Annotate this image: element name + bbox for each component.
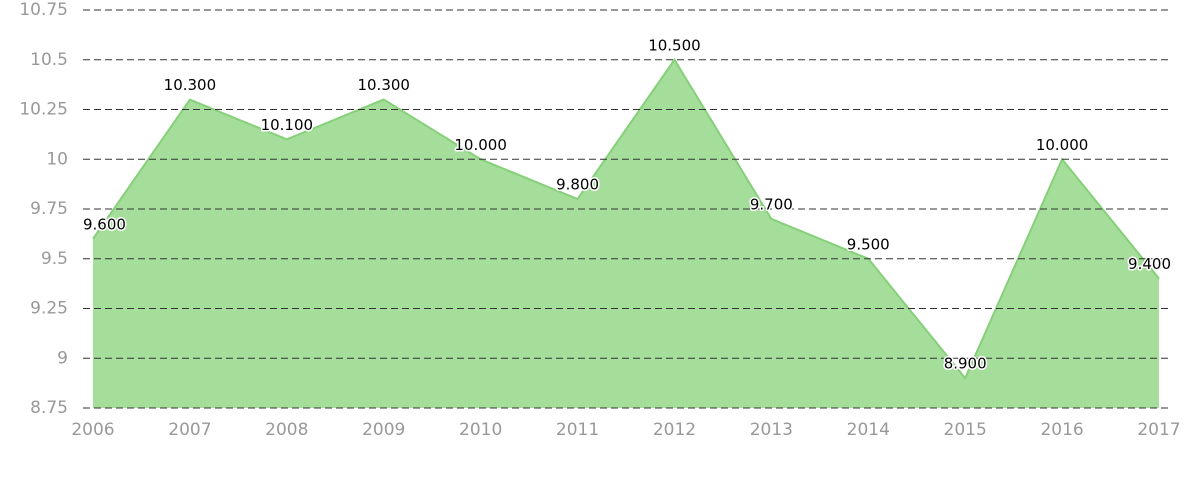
y-tick-label: 9.25 <box>30 299 68 319</box>
y-tick-label: 10.5 <box>30 50 68 70</box>
value-label: 10.500 <box>648 36 701 54</box>
value-label: 9.800 <box>556 176 599 194</box>
value-label: 10.000 <box>454 136 507 154</box>
value-label: 10.000 <box>1036 136 1089 154</box>
x-tick-label: 2016 <box>1040 420 1083 440</box>
value-label: 9.700 <box>750 195 793 213</box>
area <box>93 59 1159 408</box>
value-label: 9.400 <box>1128 255 1171 273</box>
value-label: 10.100 <box>261 116 314 134</box>
value-label: 10.300 <box>357 76 410 94</box>
x-tick-label: 2008 <box>265 420 308 440</box>
y-tick-label: 8.75 <box>30 398 68 418</box>
x-tick-label: 2014 <box>847 420 890 440</box>
y-tick-label: 10.25 <box>19 100 68 120</box>
x-tick-label: 2006 <box>71 420 114 440</box>
y-tick-label: 10 <box>46 149 68 169</box>
x-tick-label: 2009 <box>362 420 405 440</box>
y-tick-label: 9.75 <box>30 199 68 219</box>
x-tick-label: 2013 <box>750 420 793 440</box>
x-tick-label: 2015 <box>944 420 987 440</box>
value-label: 9.600 <box>83 215 126 233</box>
y-tick-label: 9.5 <box>41 249 68 269</box>
x-tick-label: 2012 <box>653 420 696 440</box>
x-tick-label: 2017 <box>1137 420 1180 440</box>
x-tick-label: 2011 <box>556 420 599 440</box>
value-label: 10.300 <box>164 76 217 94</box>
y-tick-label: 10.75 <box>19 0 68 20</box>
value-label: 8.900 <box>944 355 987 373</box>
y-tick-label: 9 <box>57 348 68 368</box>
x-tick-label: 2007 <box>168 420 211 440</box>
x-tick-label: 2010 <box>459 420 502 440</box>
value-label: 9.500 <box>847 235 890 253</box>
area-line <box>92 57 1160 381</box>
